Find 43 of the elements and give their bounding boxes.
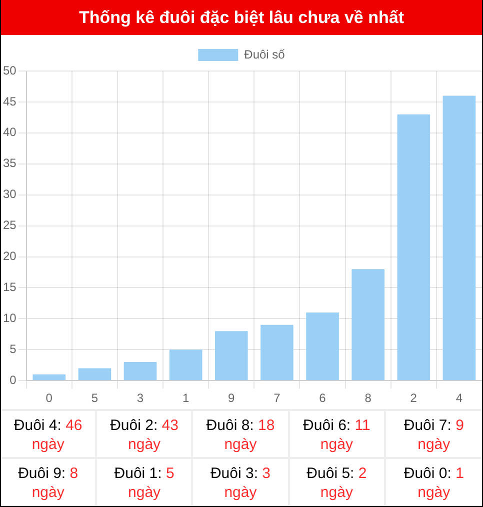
text: Đuôi 8: 18 ngày: [206, 417, 275, 453]
chart-title: Thống kê đuôi đặc biệt lâu chưa về nhất: [1, 0, 482, 35]
y-tick-label: 45: [2, 94, 17, 108]
x-tick-label: 9: [228, 391, 236, 406]
y-tick-label: 50: [2, 63, 17, 78]
bar: [442, 96, 476, 380]
bar: [306, 312, 339, 380]
text: Đuôi 3: 3 ngày: [210, 465, 271, 501]
text: Đuôi 7: 9 ngày: [404, 417, 464, 453]
x-tick-label: 7: [274, 391, 281, 406]
text: Đuôi 9: 8 ngày: [18, 465, 78, 501]
bar: [124, 362, 157, 380]
bar: [214, 331, 248, 380]
bar: [260, 324, 294, 380]
y-tick-label: 15: [2, 280, 17, 294]
text: Đuôi 4: 46 ngày: [14, 417, 82, 453]
text: Đuôi 6: 11 ngày: [303, 417, 370, 453]
bar: [352, 269, 384, 380]
y-tick-label: 10: [2, 310, 17, 325]
text: Đuôi 5: 2 ngày: [306, 465, 367, 501]
bar: [32, 374, 66, 380]
text: Đuôi 2: 43 ngày: [110, 417, 178, 453]
y-tick-label: 0: [10, 372, 17, 387]
bar: [397, 114, 430, 380]
y-tick-label: 35: [2, 156, 17, 170]
x-tick-label: 3: [136, 391, 144, 406]
legend-label: Đuôi số: [244, 47, 286, 62]
x-tick-label: 6: [319, 391, 326, 406]
x-tick-label: 4: [456, 391, 463, 406]
text: Đuôi 0: 1 ngày: [404, 465, 464, 501]
y-tick-label: 40: [2, 125, 17, 140]
y-tick-label: 20: [2, 249, 17, 264]
y-tick-label: 5: [10, 342, 17, 356]
x-tick-label: 5: [91, 391, 98, 406]
bar: [78, 368, 112, 380]
x-tick-label: 8: [364, 391, 372, 406]
x-tick-label: 0: [46, 391, 53, 406]
x-tick-label: 2: [410, 391, 418, 406]
bar: [169, 350, 202, 380]
x-tick-label: 1: [182, 391, 190, 406]
text: Đuôi 1: 5 ngày: [114, 465, 174, 501]
y-tick-label: 25: [2, 218, 17, 232]
y-tick-label: 30: [2, 187, 17, 202]
